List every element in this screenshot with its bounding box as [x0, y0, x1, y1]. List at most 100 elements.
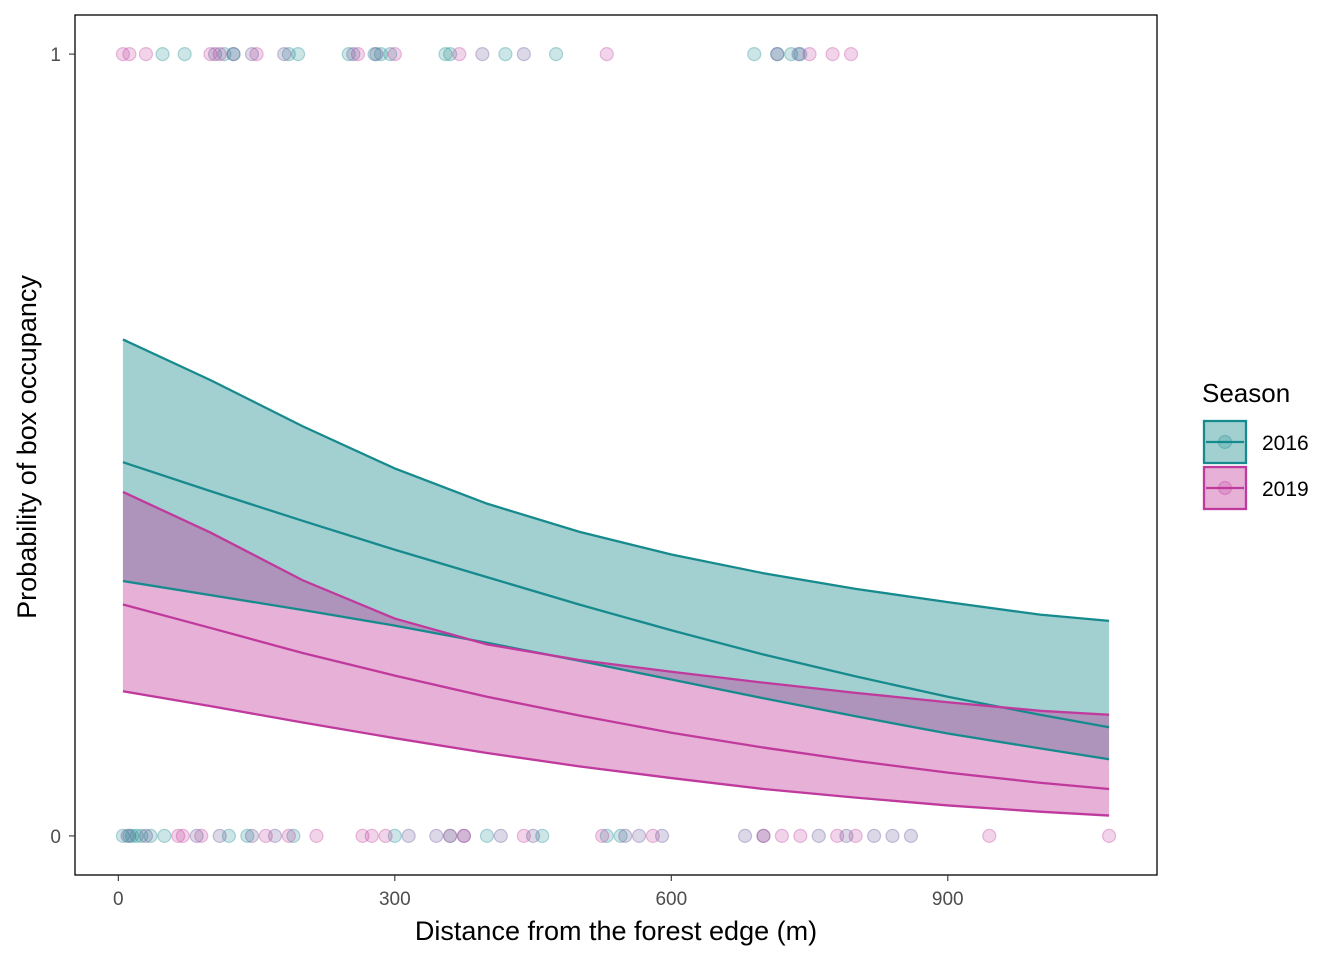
observation-point [203, 46, 218, 62]
observation-point [226, 46, 241, 62]
observation-point [443, 828, 458, 844]
observation-point [516, 828, 531, 844]
observation-point [770, 46, 785, 62]
x-axis-ticks: 0 300 600 900 [113, 875, 964, 910]
observation-point [249, 46, 264, 62]
observation-point [212, 828, 227, 844]
observation-point [240, 828, 255, 844]
observation-point [189, 828, 204, 844]
observation-point [387, 46, 402, 62]
observation-point [244, 828, 260, 844]
observation-point [456, 828, 472, 844]
observation-point [843, 46, 859, 62]
observation-point [770, 46, 785, 62]
observation-point [516, 46, 531, 62]
observation-point [631, 828, 647, 844]
observation-point [825, 46, 840, 62]
observation-point [125, 828, 140, 844]
x-tick-label: 300 [379, 889, 411, 910]
y-axis-ticks: 01 [50, 45, 75, 848]
observation-point [194, 828, 209, 844]
ci-band-2016 [122, 339, 1110, 760]
observation-point [267, 828, 283, 844]
observation-point [378, 828, 393, 844]
observation-point [498, 46, 513, 62]
x-tick-label: 900 [932, 889, 964, 910]
y-tick-label: 1 [50, 45, 61, 66]
observation-point [122, 828, 137, 844]
observation-point [747, 46, 762, 62]
observation-point [982, 828, 997, 844]
legend: Season 2016 2019 [1202, 378, 1309, 511]
lower-line-2016 [122, 579, 1110, 761]
observation-point [290, 46, 306, 62]
observation-point [613, 828, 628, 844]
observation-point [793, 46, 808, 62]
observation-point [438, 46, 453, 62]
observation-point [535, 828, 550, 844]
observation-point [493, 828, 508, 844]
observation-point [830, 828, 845, 844]
ci-band-2019 [122, 491, 1110, 816]
upper-line-2019 [122, 490, 1110, 716]
observation-point [155, 46, 170, 62]
observation-point [1101, 828, 1117, 844]
observation-point [618, 828, 633, 844]
observation-point [309, 828, 324, 844]
observation-point [221, 828, 237, 844]
observation-point [885, 828, 900, 844]
observation-point [281, 46, 296, 62]
observation-point [212, 46, 227, 62]
observation-point [281, 828, 296, 844]
observation-point [373, 46, 389, 62]
observation-point [355, 828, 370, 844]
observation-point [479, 828, 495, 844]
observation-point [120, 828, 135, 844]
observation-point [791, 46, 806, 62]
observation-point [258, 828, 273, 844]
observation-point [645, 828, 660, 844]
observation-point [793, 828, 808, 844]
legend-label: 2019 [1262, 478, 1309, 501]
observation-point [654, 828, 670, 844]
observation-point [599, 828, 614, 844]
observation-point [475, 46, 490, 62]
x-axis-title: Distance from the forest edge (m) [415, 916, 817, 946]
observation-point [115, 46, 131, 62]
observation-point [138, 828, 154, 844]
observation-point [429, 828, 444, 844]
observation-point [134, 828, 149, 844]
observation-point [456, 828, 472, 844]
observation-point [401, 828, 416, 844]
legend-title: Season [1202, 378, 1290, 408]
observation-point [367, 46, 382, 62]
observation-point [129, 828, 144, 844]
observation-point [595, 828, 610, 844]
observation-point [171, 828, 186, 844]
observation-point [115, 828, 131, 844]
observation-point [143, 828, 158, 844]
legend-key-2019: 2019 [1202, 465, 1309, 511]
observation-point [277, 46, 292, 62]
legend-point [1217, 480, 1233, 496]
observation-point [350, 46, 366, 62]
observation-point [599, 46, 614, 62]
fit-line-2019 [122, 603, 1110, 791]
observation-point [217, 46, 232, 62]
observation-point [244, 46, 260, 62]
observation-point [548, 46, 564, 62]
observation-point [756, 828, 771, 844]
observation-point [774, 828, 789, 844]
observation-point [341, 46, 356, 62]
y-axis-title: Probability of box occupancy [12, 275, 42, 619]
fit-line-2016 [122, 461, 1110, 729]
observation-point [811, 828, 826, 844]
observation-point [157, 828, 172, 844]
observation-point [226, 46, 241, 62]
upper-line-2016 [122, 338, 1110, 623]
observation-point [903, 828, 919, 844]
observation-point [369, 46, 384, 62]
observation-point [452, 46, 467, 62]
observation-point [737, 828, 753, 844]
